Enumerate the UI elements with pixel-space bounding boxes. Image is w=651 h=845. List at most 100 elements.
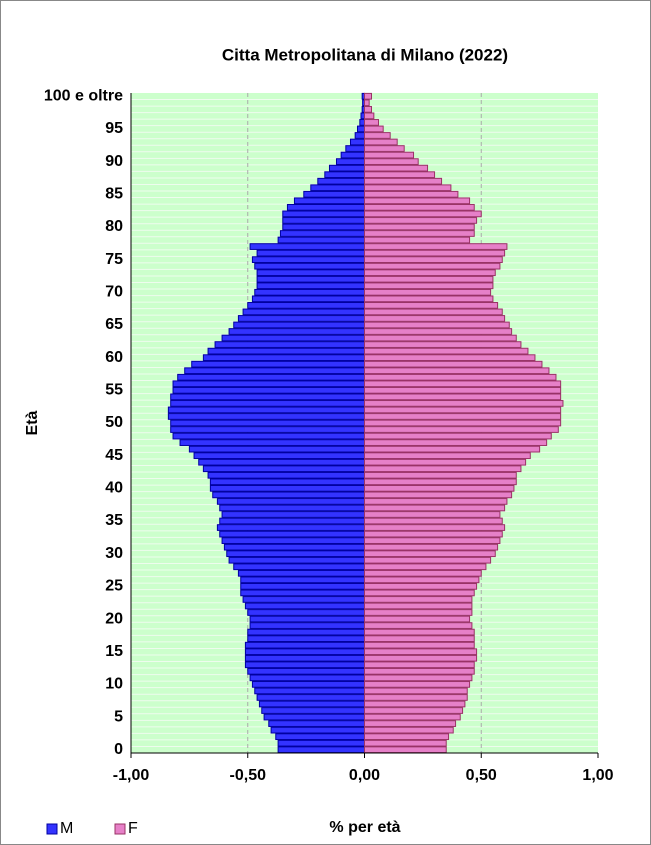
y-tick-label: 75 <box>105 251 123 268</box>
bar <box>191 360 365 368</box>
bar <box>219 530 365 538</box>
bar <box>244 602 365 610</box>
bar <box>282 223 365 231</box>
bar <box>226 550 365 558</box>
bar <box>212 491 365 499</box>
bar <box>172 386 365 394</box>
bar <box>249 615 366 623</box>
bar <box>364 667 475 675</box>
bar <box>364 308 503 316</box>
bar <box>249 243 366 250</box>
bar <box>247 302 365 309</box>
bar <box>364 661 475 669</box>
bar <box>221 537 365 544</box>
bar <box>364 720 457 727</box>
y-tick-label: 0 <box>114 741 123 758</box>
bar <box>335 158 366 165</box>
bar <box>364 269 496 277</box>
bar <box>364 687 468 695</box>
bar <box>364 746 447 754</box>
bar <box>364 217 478 224</box>
x-axis-label: % per età <box>329 819 400 836</box>
bar <box>263 713 365 721</box>
bar <box>364 92 373 100</box>
bar <box>179 439 365 446</box>
bar <box>303 190 366 198</box>
y-tick-label: 5 <box>114 708 123 725</box>
x-tick-label: 0,50 <box>466 767 497 784</box>
y-tick-label: 65 <box>105 316 123 333</box>
bar <box>277 746 366 754</box>
bar <box>202 354 365 362</box>
bar <box>364 432 552 440</box>
bar <box>240 582 365 590</box>
bar <box>244 654 365 662</box>
bar <box>170 393 365 401</box>
bar <box>170 400 365 407</box>
bar <box>198 458 365 466</box>
bar <box>244 661 365 669</box>
bar <box>216 524 365 531</box>
bar <box>282 217 365 224</box>
bar <box>364 230 475 237</box>
bar <box>364 119 380 126</box>
bar <box>240 576 365 584</box>
bar <box>233 563 365 571</box>
bar <box>345 145 366 152</box>
bar <box>254 288 366 296</box>
bar <box>364 138 398 146</box>
bar <box>364 648 478 656</box>
bar <box>277 739 366 747</box>
bar <box>364 582 478 590</box>
bar <box>364 707 464 714</box>
bar <box>364 373 557 381</box>
bar <box>364 700 466 708</box>
bar <box>188 445 365 453</box>
legend-swatch <box>114 823 126 835</box>
bar <box>364 354 536 362</box>
y-tick-label: 50 <box>105 414 123 431</box>
bar <box>364 256 503 264</box>
bar <box>286 203 366 211</box>
bar <box>364 504 506 512</box>
bar <box>364 112 375 120</box>
bar <box>364 635 475 643</box>
y-tick-label: 95 <box>105 120 123 137</box>
bar <box>354 132 366 139</box>
bar <box>364 517 503 525</box>
bar <box>247 635 365 643</box>
bar <box>364 498 508 505</box>
bar <box>177 373 365 381</box>
y-axis-label: Età <box>24 410 41 435</box>
bar <box>364 125 384 133</box>
bar <box>364 132 391 139</box>
bar <box>364 367 550 375</box>
bar <box>364 524 506 531</box>
bar <box>364 406 562 414</box>
y-tick-label: 70 <box>105 284 123 301</box>
bar <box>364 465 522 473</box>
x-tick-label: -1,00 <box>113 767 150 784</box>
bar <box>364 452 531 460</box>
bar <box>228 328 365 335</box>
bar <box>364 739 447 747</box>
bar <box>364 439 548 446</box>
bar <box>340 151 365 159</box>
bar <box>279 230 365 237</box>
bar <box>167 413 365 420</box>
bar <box>240 589 365 597</box>
bar <box>364 478 517 486</box>
bar <box>364 347 529 355</box>
bar <box>364 543 499 551</box>
bar <box>364 171 436 179</box>
y-tick-label: 20 <box>105 610 123 627</box>
bar <box>261 707 366 714</box>
x-tick-label: 0,00 <box>349 767 380 784</box>
bar <box>364 602 473 610</box>
bar <box>364 393 562 401</box>
bar <box>364 105 373 113</box>
bar <box>221 334 365 342</box>
bar <box>275 733 365 741</box>
bar <box>364 426 559 433</box>
bar <box>251 256 365 264</box>
